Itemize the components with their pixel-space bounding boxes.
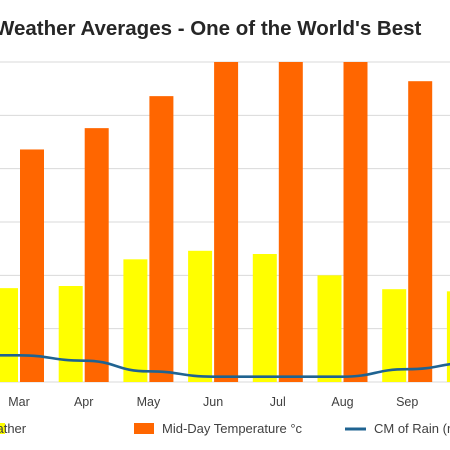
x-tick-label: May <box>137 395 161 409</box>
x-tick-label: Sep <box>396 395 418 409</box>
bar-sunny-aug <box>317 275 342 382</box>
bar-sunny-may <box>123 259 148 382</box>
rain-line <box>0 354 450 378</box>
legend-label-temperature: Mid-Day Temperature °c <box>162 421 303 436</box>
legend-label-rain: CM of Rain (monthly) <box>374 421 450 436</box>
legend-item-rain: CM of Rain (monthly) <box>345 421 450 436</box>
chart-title: Weather Averages - One of the World's Be… <box>0 17 422 40</box>
bar-temperature-aug <box>343 62 368 382</box>
rain-line-path <box>0 354 450 378</box>
x-tick-label: Mar <box>8 395 30 409</box>
x-axis-labels: MarAprMayJunJulAugSepOct <box>8 395 418 409</box>
bar-sunny-apr <box>58 286 83 382</box>
bar-temperature-jul <box>278 62 303 382</box>
legend-label-sunny: Hours of Sunny Weather <box>0 421 27 436</box>
bar-temperature-apr <box>84 128 109 382</box>
bar-sunny-oct <box>446 291 450 382</box>
bar-temperature-may <box>149 96 174 382</box>
bar-sunny-sep <box>382 289 407 382</box>
bar-temperature-sep <box>408 81 433 382</box>
bars <box>0 62 450 382</box>
bar-temperature-mar <box>20 149 44 382</box>
bar-sunny-jul <box>252 254 277 382</box>
legend-swatch-temperature <box>134 423 154 434</box>
bar-sunny-mar <box>0 288 18 382</box>
x-tick-label: Aug <box>331 395 353 409</box>
x-tick-label: Jul <box>270 395 286 409</box>
legend-item-temperature: Mid-Day Temperature °c <box>134 421 303 436</box>
x-tick-label: Apr <box>74 395 93 409</box>
legend-swatch-sunny <box>0 423 5 434</box>
legend: Hours of Sunny Weather Mid-Day Temperatu… <box>0 421 450 436</box>
x-tick-label: Jun <box>203 395 223 409</box>
legend-item-sunny: Hours of Sunny Weather <box>0 421 27 436</box>
bar-sunny-jun <box>188 250 213 382</box>
bar-temperature-jun <box>214 62 239 382</box>
